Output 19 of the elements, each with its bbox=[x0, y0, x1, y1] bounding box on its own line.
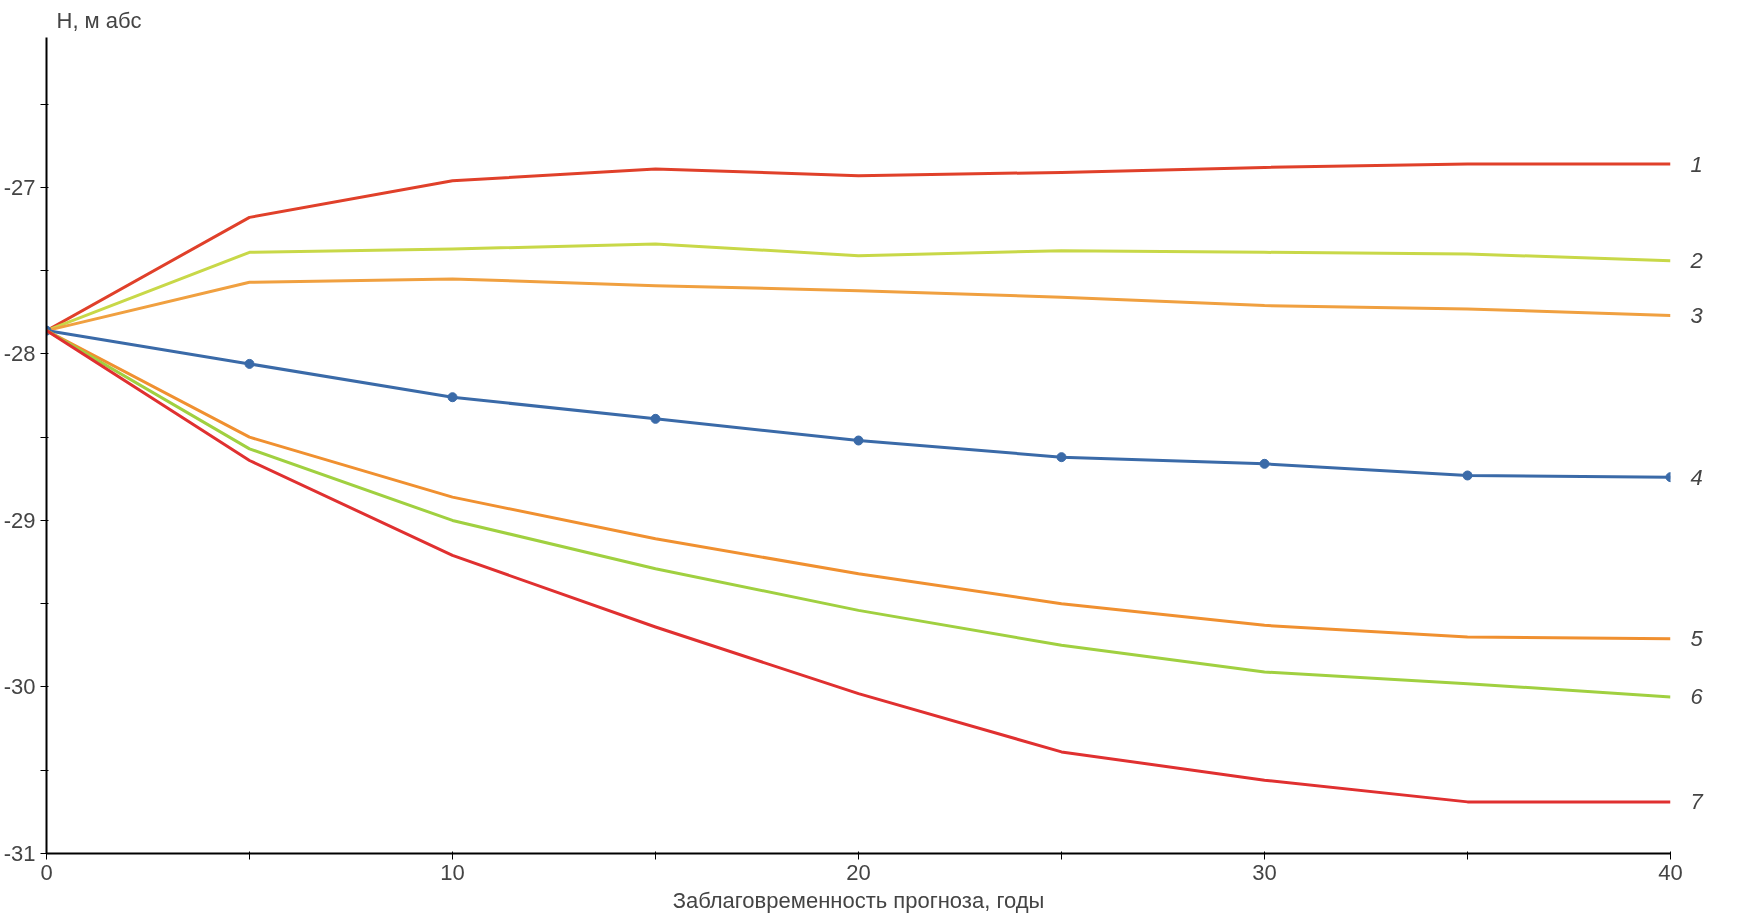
series-label: 6 bbox=[1690, 684, 1704, 710]
x-tick-label: 30 bbox=[1252, 859, 1277, 885]
x-axis-title: Заблаговременность прогноза, годы bbox=[672, 887, 1045, 913]
x-tick-label: 40 bbox=[1658, 859, 1683, 885]
y-tick-label: -29 bbox=[3, 507, 36, 533]
series-label: 3 bbox=[1690, 303, 1704, 329]
y-tick-label: -27 bbox=[3, 174, 36, 200]
series-label: 2 bbox=[1689, 248, 1703, 274]
y-tick-label: -30 bbox=[3, 674, 36, 700]
y-tick-label: -31 bbox=[3, 841, 36, 866]
series-label: 5 bbox=[1690, 626, 1704, 652]
series-label: 7 bbox=[1690, 789, 1704, 815]
series-label: 4 bbox=[1690, 464, 1703, 490]
y-tick-label: -28 bbox=[3, 341, 36, 367]
x-tick-label: 0 bbox=[40, 859, 53, 885]
y-axis-title: Н, м абс bbox=[56, 7, 142, 33]
x-tick-label: 10 bbox=[440, 859, 465, 885]
series-label: 1 bbox=[1690, 151, 1703, 177]
x-tick-label: 20 bbox=[846, 859, 871, 885]
